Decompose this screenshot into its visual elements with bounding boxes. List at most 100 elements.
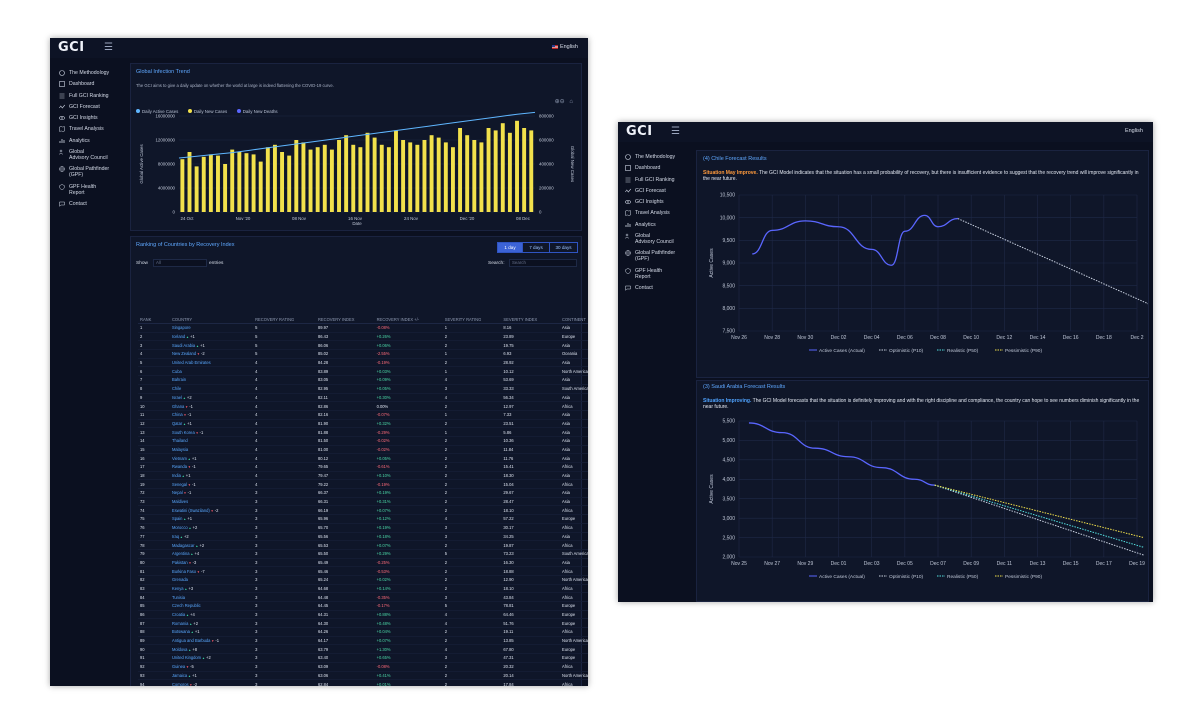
country-link[interactable]: Iraq ▲ +2 [169,532,254,542]
table-row[interactable]: 73 Maldives 3 66.31 +0.31% 2 28.47 Asia [138,497,588,507]
country-link[interactable]: Singapore [169,323,254,333]
home-icon[interactable]: ⌂ [569,99,573,105]
country-link[interactable]: Croatia ▲ +4 [169,610,254,620]
table-row[interactable]: 11 China ▼ -1 4 82.16 -0.07% 1 7.33 Asia [138,410,588,420]
sidebar-item-gci-insights[interactable]: GCI Insights [58,115,130,126]
country-link[interactable]: Senegal ▼ -1 [169,479,254,490]
table-row[interactable]: 8 Chile 4 82.95 +0.05% 3 33.33 South America [138,384,588,394]
table-row[interactable]: 75 Spain ▲ +1 3 65.96 +0.12% 4 57.22 Europe [138,514,588,524]
table-row[interactable]: 3 Saudi Arabia ▲ +1 5 86.06 +0.06% 2 19.75 Asia [138,340,588,351]
table-row[interactable]: 88 Botswana ▲ +1 3 64.26 +0.04% 2 19.11 Africa [138,627,588,637]
table-row[interactable]: 85 Czech Republic 3 64.45 -0.17% 5 78.81 Europe [138,601,588,611]
table-row[interactable]: 82 Grenada 3 65.24 +0.02% 2 12.90 North America [138,575,588,585]
country-link[interactable]: Burkina Faso ▼ -7 [169,566,254,576]
table-row[interactable]: 12 Qatar ▲ +1 4 81.90 +0.32% 2 23.51 Asia [138,419,588,429]
sidebar-item-analytics[interactable]: Analytics [58,138,130,149]
sidebar-item-full-gci-ranking[interactable]: Full GCI Ranking [58,93,130,104]
table-row[interactable]: 17 Rwanda ▼ -1 4 79.65 -0.61% 2 15.41 Africa [138,462,588,472]
table-row[interactable]: 90 Moldova ▲ +8 3 63.79 +1.30% 4 67.80 Europe [138,644,588,655]
sidebar-item-dashboard[interactable]: Dashboard [624,165,694,176]
sidebar-item-travel-analysis[interactable]: Travel Analysis [624,210,694,221]
tab-30-days[interactable]: 30 days [549,242,578,253]
country-link[interactable]: Qatar ▲ +1 [169,419,254,429]
table-row[interactable]: 7 Bahrain 4 83.05 +0.09% 4 53.69 Asia [138,375,588,385]
country-link[interactable]: Jamaica ▲ +1 [169,671,254,681]
sidebar-item-contact[interactable]: Contact [58,201,130,212]
sidebar-item-the-methodology[interactable]: The Methodology [624,154,694,165]
entries-select[interactable]: All [153,259,207,267]
column-header[interactable]: RECOVERY INDEX [315,316,375,324]
table-row[interactable]: 10 Ghana ▼ -1 4 82.86 0.00% 2 12.97 Africa [138,401,588,411]
column-header[interactable]: COUNTRY [169,316,254,324]
table-row[interactable]: 6 Cuba 4 83.89 +0.03% 1 10.12 North America [138,366,588,377]
country-link[interactable]: Cuba [169,366,254,377]
table-row[interactable]: 78 Madagascar ▲ +2 3 65.53 +0.07% 2 19.87 Afric… [138,540,588,550]
menu-icon-right[interactable]: ☰ [671,126,680,137]
country-link[interactable]: Kenya ▲ +3 [169,584,254,594]
country-link[interactable]: United Kingdom ▲ +2 [169,653,254,663]
table-row[interactable]: 13 South Korea ▼ -1 4 81.88 -0.29% 1 5.86 Asia [138,427,588,437]
country-link[interactable]: Grenada [169,575,254,585]
tab-7-days[interactable]: 7 days [522,242,550,253]
table-row[interactable]: 19 Senegal ▼ -1 4 79.22 -0.19% 2 15.04 Africa [138,479,588,490]
country-link[interactable]: Saudi Arabia ▲ +1 [169,340,254,351]
sidebar-item-global-pathfinder-gpf[interactable]: Global Pathfinder (GPF) [624,250,694,267]
sidebar-item-global-pathfinder-gpf[interactable]: Global Pathfinder (GPF) [58,166,130,183]
country-link[interactable]: Ghana ▼ -1 [169,401,254,411]
country-link[interactable]: Bahrain [169,375,254,385]
country-link[interactable]: Guinea ▼ -5 [169,662,254,672]
country-link[interactable]: Israel ▲ +2 [169,393,254,403]
table-row[interactable]: 80 Pakistan ▼ -3 3 65.49 -0.25% 2 16.30 Asia [138,558,588,568]
column-header[interactable]: CONTINENT [560,316,588,324]
country-link[interactable]: Vietnam ▲ +1 [169,453,254,463]
table-row[interactable]: 93 Jamaica ▲ +1 3 63.06 +0.41% 2 20.14 North Am… [138,671,588,681]
legend-new-cases[interactable]: Daily New Cases [187,109,227,114]
sidebar-item-gpf-health-report[interactable]: GPF Health Report [58,184,130,201]
country-link[interactable]: Comoros ▼ -2 [169,679,254,686]
table-row[interactable]: 94 Comoros ▼ -2 3 62.84 +0.01% 2 17.84 Africa [138,679,588,686]
zoom-out-icon[interactable]: ⊖ [559,99,565,105]
table-row[interactable]: 74 Eswatini (Swaziland) ▼ -2 3 66.19 +0.07% 2… [138,505,588,516]
country-link[interactable]: Nepal ▼ -1 [169,488,254,498]
table-row[interactable]: 84 Tunisia 3 64.48 -0.35% 3 43.84 Africa [138,592,588,602]
table-row[interactable]: 4 New Zealand ▼ -2 5 85.02 -2.55% 1 6.93 Oceani… [138,349,588,359]
country-link[interactable]: United Arab Emirates [169,358,254,368]
table-row[interactable]: 16 Vietnam ▲ +1 4 80.12 +0.05% 2 11.76 Asia [138,453,588,463]
sidebar-item-the-methodology[interactable]: The Methodology [58,70,130,81]
country-link[interactable]: Botswana ▲ +1 [169,627,254,637]
sidebar-item-contact[interactable]: Contact [624,285,694,296]
column-header[interactable]: SEVERITY RATING [442,316,502,324]
table-row[interactable]: 79 Argentina ▲ +4 3 65.50 +0.29% 5 73.23 South … [138,549,588,559]
table-row[interactable]: 1 Singapore 5 89.97 -0.08% 1 8.16 Asia [138,323,588,333]
table-row[interactable]: 76 Morocco ▲ +2 3 65.70 +0.19% 3 30.17 Africa [138,523,588,533]
table-row[interactable]: 81 Burkina Faso ▼ -7 3 65.46 -0.53% 2 18.88 Afr… [138,566,588,576]
language-selector[interactable]: English [551,44,578,50]
column-header[interactable]: SEVERITY INDEX [501,316,560,324]
table-row[interactable]: 5 United Arab Emirates 4 84.28 -0.19% 2 28.92 A… [138,358,588,368]
table-row[interactable]: 86 Croatia ▲ +4 3 64.31 +0.88% 4 64.46 Europe [138,610,588,620]
country-link[interactable]: Moldova ▲ +8 [169,644,254,655]
country-link[interactable]: Antigua and Barbuda ▼ -1 [169,636,254,646]
legend-active[interactable]: Daily Active Cases [136,109,178,114]
search-input[interactable]: Search [509,259,577,267]
menu-icon[interactable]: ☰ [104,42,113,53]
sidebar-item-gpf-health-report[interactable]: GPF Health Report [624,268,694,285]
table-row[interactable]: 87 Romania ▲ +2 3 64.30 +0.48% 4 51.76 Europe [138,618,588,629]
table-row[interactable]: 2 Iceland ▲ +1 5 86.43 +0.26% 2 23.89 Europe [138,332,588,342]
sidebar-item-gci-forecast[interactable]: GCI Forecast [624,188,694,199]
table-row[interactable]: 72 Nepal ▼ -1 3 66.37 +0.19% 2 29.67 Asia [138,488,588,498]
table-row[interactable]: 92 Guinea ▼ -5 3 63.09 -0.08% 2 20.32 Africa [138,662,588,672]
sidebar-item-gci-forecast[interactable]: GCI Forecast [58,104,130,115]
sidebar-item-travel-analysis[interactable]: Travel Analysis [58,126,130,137]
country-link[interactable]: Czech Republic [169,601,254,611]
zoom-in-icon[interactable]: ⊕ [554,99,560,105]
country-link[interactable]: China ▼ -1 [169,410,254,420]
table-row[interactable]: 83 Kenya ▲ +3 3 64.68 +0.14% 2 18.10 Africa [138,584,588,594]
country-link[interactable]: Rwanda ▼ -1 [169,462,254,472]
country-link[interactable]: India ▲ +1 [169,471,254,481]
table-row[interactable]: 9 Israel ▲ +2 4 82.11 +0.30% 4 56.34 Asia [138,393,588,403]
country-link[interactable]: Chile [169,384,254,394]
column-header[interactable]: RECOVERY INDEX +/- [374,316,443,324]
country-link[interactable]: Spain ▲ +1 [169,514,254,524]
sidebar-item-dashboard[interactable]: Dashboard [58,81,130,92]
